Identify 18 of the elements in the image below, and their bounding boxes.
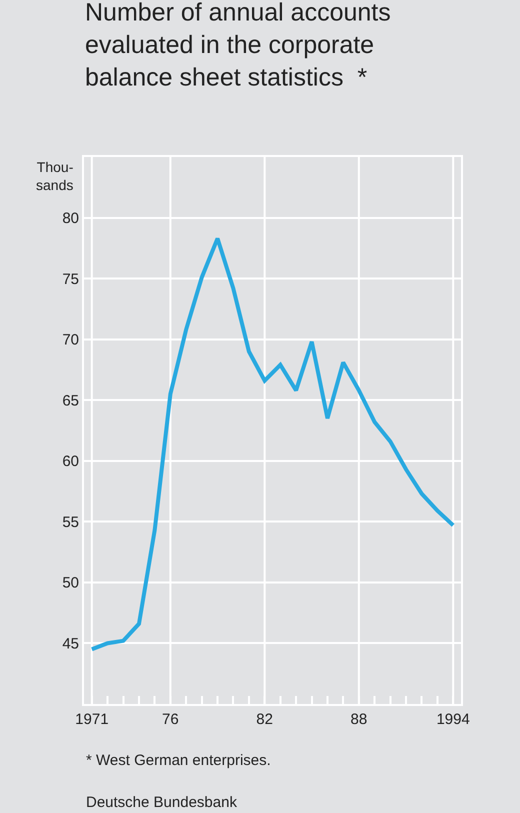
x-tick-label: 1971	[75, 711, 109, 728]
x-tick-label: 1994	[436, 711, 470, 728]
y-tick-label: 70	[62, 332, 79, 349]
y-tick-label: 45	[62, 635, 79, 652]
y-tick-label: 75	[62, 270, 79, 288]
y-tick-label: 60	[62, 453, 79, 470]
chart-title: Number of annual accounts evaluated in the corporate balance sheet statistics *	[85, 0, 391, 92]
x-tick-label: 76	[162, 711, 179, 728]
y-axis-title: Thou- sands	[36, 159, 74, 194]
text: * West German enterprises.	[86, 752, 271, 769]
y-tick-label: 50	[62, 574, 79, 592]
text: Deutsche Bundesbank	[86, 794, 238, 811]
y-tick-label: 55	[62, 514, 79, 531]
y-tick-label: 65	[62, 392, 79, 410]
line-series	[90, 236, 456, 652]
x-tick-label: 82	[256, 711, 273, 728]
x-tick-label: 88	[350, 711, 368, 728]
y-tick-label: 80	[62, 210, 79, 228]
